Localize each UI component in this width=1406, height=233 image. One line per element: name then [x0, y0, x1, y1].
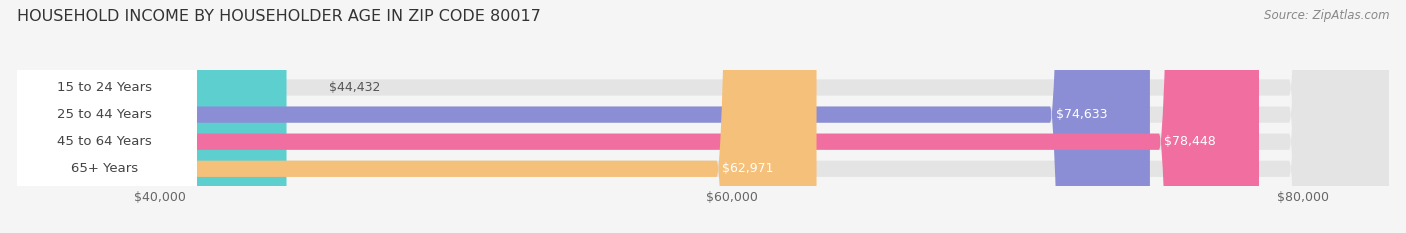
Text: 65+ Years: 65+ Years [70, 162, 138, 175]
FancyBboxPatch shape [11, 0, 197, 233]
Text: HOUSEHOLD INCOME BY HOUSEHOLDER AGE IN ZIP CODE 80017: HOUSEHOLD INCOME BY HOUSEHOLDER AGE IN Z… [17, 9, 541, 24]
Text: $62,971: $62,971 [723, 162, 773, 175]
FancyBboxPatch shape [11, 0, 197, 233]
Text: $78,448: $78,448 [1164, 135, 1216, 148]
Text: 25 to 44 Years: 25 to 44 Years [56, 108, 152, 121]
FancyBboxPatch shape [17, 0, 1150, 233]
FancyBboxPatch shape [17, 0, 287, 233]
FancyBboxPatch shape [17, 0, 1389, 233]
FancyBboxPatch shape [17, 0, 817, 233]
FancyBboxPatch shape [17, 0, 1389, 233]
FancyBboxPatch shape [17, 0, 1258, 233]
FancyBboxPatch shape [11, 0, 197, 233]
FancyBboxPatch shape [17, 0, 1389, 233]
Text: 45 to 64 Years: 45 to 64 Years [56, 135, 152, 148]
Text: Source: ZipAtlas.com: Source: ZipAtlas.com [1264, 9, 1389, 22]
Text: $74,633: $74,633 [1056, 108, 1107, 121]
FancyBboxPatch shape [17, 0, 1389, 233]
Text: $44,432: $44,432 [329, 81, 381, 94]
FancyBboxPatch shape [11, 0, 197, 233]
Text: 15 to 24 Years: 15 to 24 Years [56, 81, 152, 94]
